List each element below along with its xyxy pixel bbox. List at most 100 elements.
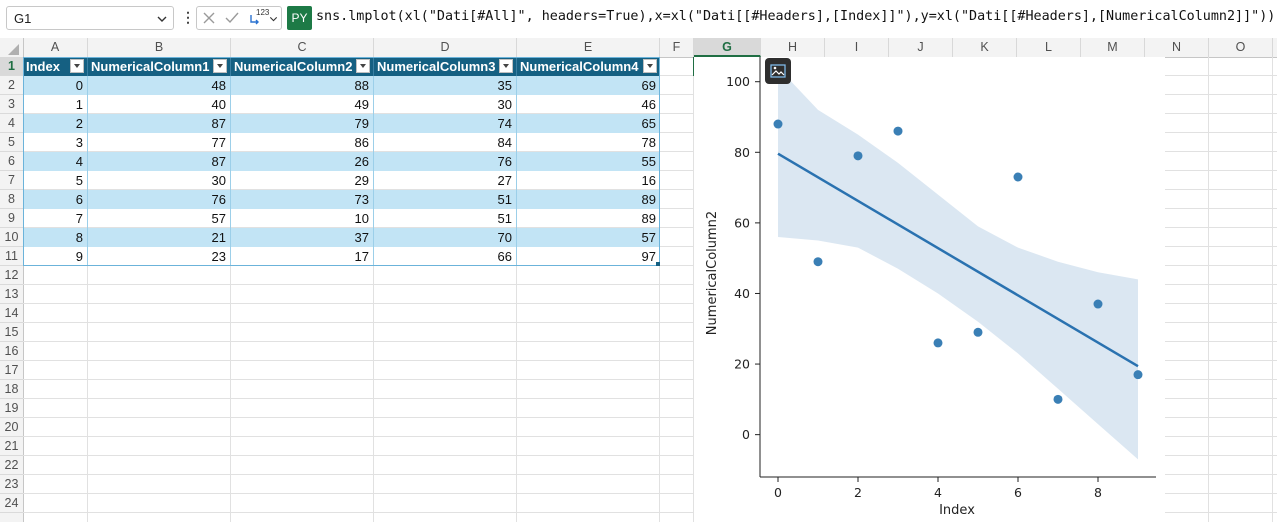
table-cell[interactable]: 87 [88, 114, 231, 133]
chart-image-button[interactable] [765, 58, 791, 84]
table-cell[interactable]: 30 [88, 171, 231, 190]
row-header[interactable]: 21 [0, 437, 23, 456]
row-header[interactable]: 2 [0, 76, 23, 95]
name-box[interactable]: G1 [6, 6, 174, 30]
table-header-cell[interactable]: NumericalColumn2 [231, 57, 374, 76]
filter-dropdown-button[interactable] [213, 59, 227, 73]
filter-dropdown-button[interactable] [70, 59, 84, 73]
column-header-n[interactable]: N [1145, 38, 1209, 57]
row-header[interactable]: 19 [0, 399, 23, 418]
table-cell[interactable]: 55 [641, 154, 656, 169]
row-header[interactable]: 16 [0, 342, 23, 361]
formula-input[interactable]: sns.lmplot(xl("Dati[#All]", headers=True… [316, 9, 1276, 24]
row-header[interactable]: 8 [0, 190, 23, 209]
row-header[interactable]: 13 [0, 285, 23, 304]
column-header-a[interactable]: A [23, 38, 88, 57]
table-cell[interactable]: 76 [88, 190, 231, 209]
table-cell[interactable]: 8 [23, 228, 88, 247]
column-header-k[interactable]: K [953, 38, 1017, 57]
table-cell[interactable]: 51 [374, 209, 517, 228]
table-cell[interactable]: 23 [88, 247, 231, 266]
row-header[interactable]: 1 [0, 57, 23, 76]
table-cell[interactable]: 3 [23, 133, 88, 152]
table-cell[interactable]: 76 [374, 152, 517, 171]
row-header[interactable]: 9 [0, 209, 23, 228]
table-header-cell[interactable]: NumericalColumn3 [374, 57, 517, 76]
table-cell[interactable]: 16 [641, 173, 656, 188]
table-cell[interactable]: 66 [374, 247, 517, 266]
table-cell[interactable]: 57 [641, 230, 656, 245]
table-cell[interactable]: 27 [374, 171, 517, 190]
table-cell[interactable]: 4 [23, 152, 88, 171]
row-header[interactable]: 3 [0, 95, 23, 114]
table-cell[interactable]: 9 [23, 247, 88, 266]
table-header-cell[interactable]: NumericalColumn1 [88, 57, 231, 76]
column-header-h[interactable]: H [761, 38, 825, 57]
column-header-m[interactable]: M [1081, 38, 1145, 57]
row-header[interactable]: 6 [0, 152, 23, 171]
table-cell[interactable]: 69 [641, 78, 656, 93]
row-header[interactable]: 24 [0, 494, 23, 513]
table-cell[interactable]: 37 [231, 228, 374, 247]
lmplot-chart[interactable]: 0 20 40 60 80 100 0 2 4 6 8 Index NumericalColumn… [694, 57, 1165, 522]
row-header[interactable]: 23 [0, 475, 23, 494]
table-cell[interactable]: 17 [231, 247, 374, 266]
chevron-down-icon[interactable] [269, 15, 278, 23]
table-cell[interactable]: 21 [88, 228, 231, 247]
formula-bar-more-icon[interactable]: ⋮ [181, 9, 195, 25]
column-header-c[interactable]: C [231, 38, 374, 57]
table-cell[interactable]: 10 [231, 209, 374, 228]
column-header-b[interactable]: B [88, 38, 231, 57]
row-header[interactable]: 10 [0, 228, 23, 247]
table-cell[interactable]: 30 [374, 95, 517, 114]
table-cell[interactable]: 46 [641, 97, 656, 112]
table-cell[interactable]: 77 [88, 133, 231, 152]
filter-dropdown-button[interactable] [499, 59, 513, 73]
table-cell[interactable]: 35 [374, 76, 517, 95]
table-cell[interactable]: 57 [88, 209, 231, 228]
table-cell[interactable]: 6 [23, 190, 88, 209]
table-cell[interactable]: 2 [23, 114, 88, 133]
table-cell[interactable]: 84 [374, 133, 517, 152]
row-header[interactable]: 22 [0, 456, 23, 475]
python-output-type-icon[interactable] [247, 10, 263, 26]
table-cell[interactable]: 40 [88, 95, 231, 114]
row-header[interactable]: 18 [0, 380, 23, 399]
table-cell[interactable]: 49 [231, 95, 374, 114]
column-header-e[interactable]: E [517, 38, 660, 57]
table-cell[interactable]: 73 [231, 190, 374, 209]
enter-check-icon[interactable] [224, 10, 240, 26]
column-header-l[interactable]: L [1017, 38, 1081, 57]
table-cell[interactable]: 79 [231, 114, 374, 133]
table-cell[interactable]: 0 [23, 76, 88, 95]
filter-dropdown-button[interactable] [643, 59, 657, 73]
table-cell[interactable]: 74 [374, 114, 517, 133]
table-cell[interactable]: 48 [88, 76, 231, 95]
select-all-corner[interactable] [0, 38, 24, 57]
table-cell[interactable]: 7 [23, 209, 88, 228]
table-cell[interactable]: 97 [641, 249, 656, 264]
table-header-cell[interactable]: NumericalColumn4 [517, 57, 660, 76]
table-cell[interactable]: 87 [88, 152, 231, 171]
table-cell[interactable]: 89 [641, 211, 656, 226]
row-header[interactable]: 11 [0, 247, 23, 266]
table-cell[interactable]: 29 [231, 171, 374, 190]
filter-dropdown-button[interactable] [356, 59, 370, 73]
row-header[interactable]: 15 [0, 323, 23, 342]
row-header[interactable]: 12 [0, 266, 23, 285]
row-header[interactable]: 4 [0, 114, 23, 133]
python-mode-badge[interactable]: PY [287, 6, 312, 30]
row-header[interactable]: 17 [0, 361, 23, 380]
column-header-o[interactable]: O [1209, 38, 1273, 57]
cancel-icon[interactable] [201, 10, 217, 26]
table-cell[interactable]: 5 [23, 171, 88, 190]
table-resize-handle[interactable] [656, 262, 660, 266]
table-cell[interactable]: 86 [231, 133, 374, 152]
table-cell[interactable]: 89 [641, 192, 656, 207]
table-cell[interactable]: 26 [231, 152, 374, 171]
row-header[interactable]: 20 [0, 418, 23, 437]
table-cell[interactable]: 51 [374, 190, 517, 209]
table-cell[interactable]: 78 [641, 135, 656, 150]
row-header[interactable]: 7 [0, 171, 23, 190]
column-header-f[interactable]: F [660, 38, 694, 57]
